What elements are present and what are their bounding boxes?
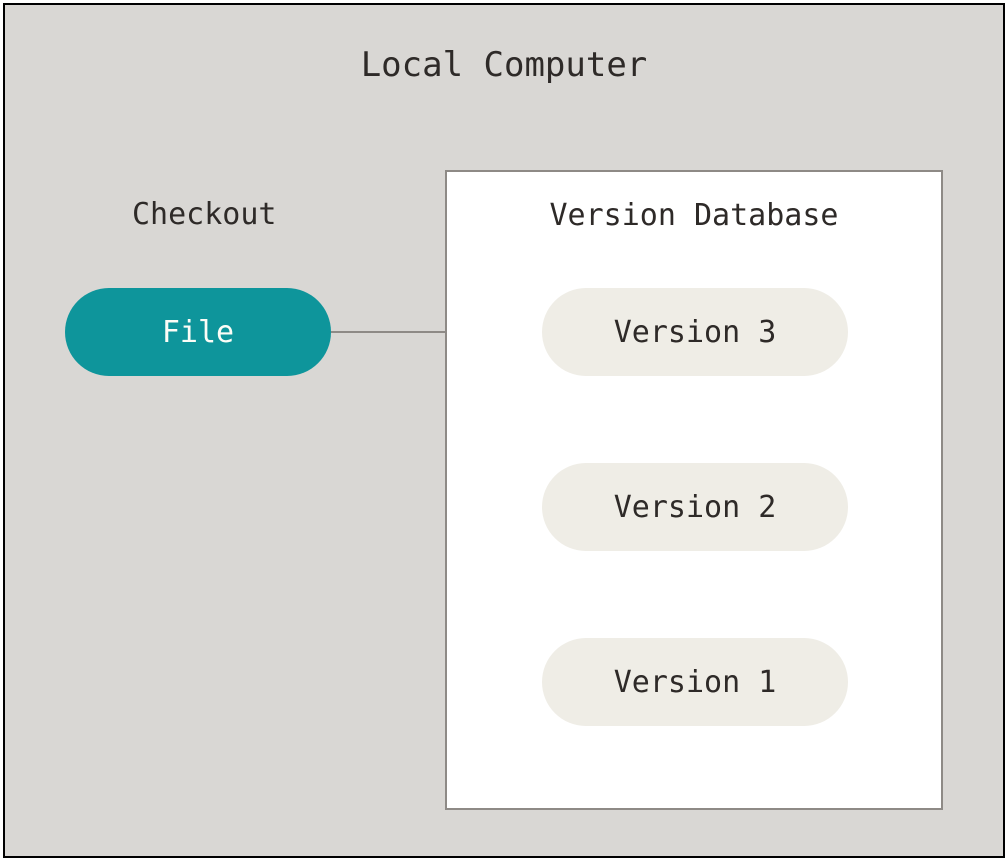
local-computer-container: Local Computer Checkout File Version Databa… — [3, 3, 1005, 858]
version-node-1: Version 1 — [542, 638, 848, 726]
version-database-label: Version Database — [447, 198, 941, 233]
diagram-title: Local Computer — [5, 45, 1003, 85]
file-node: File — [65, 288, 331, 376]
checkout-label: Checkout — [132, 197, 277, 232]
version-node-3: Version 3 — [542, 288, 848, 376]
version-node-2: Version 2 — [542, 463, 848, 551]
